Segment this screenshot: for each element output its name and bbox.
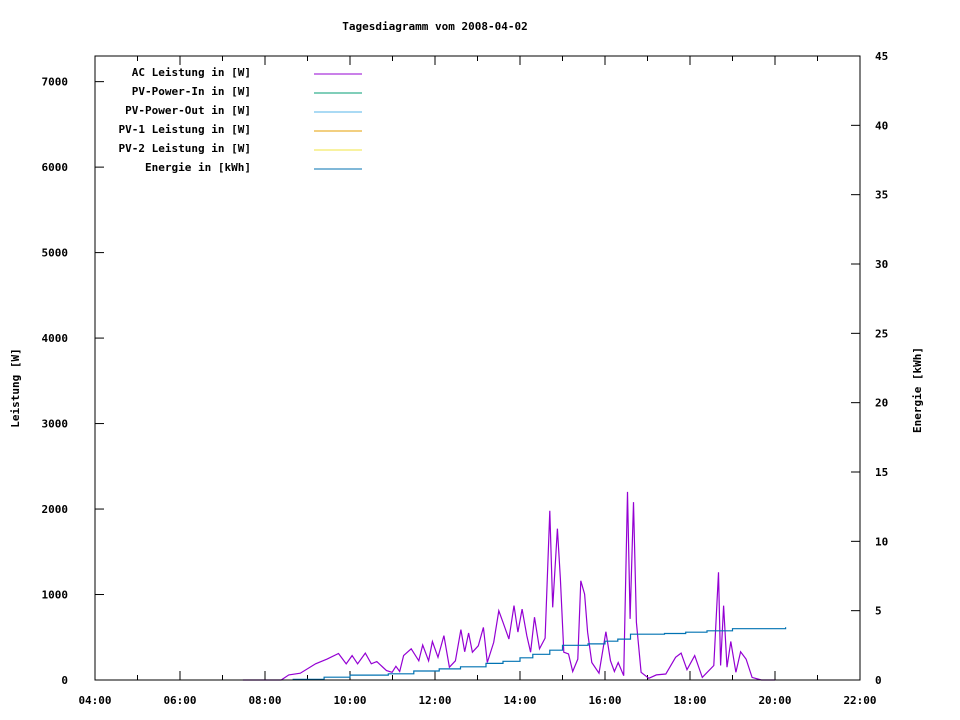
y2-tick-label: 35 <box>875 189 888 202</box>
y2-tick-label: 0 <box>875 674 882 687</box>
x-tick-label: 22:00 <box>843 694 876 707</box>
x-tick-label: 08:00 <box>248 694 281 707</box>
legend-label: AC Leistung in [W] <box>132 66 251 79</box>
y-tick-label: 2000 <box>42 503 69 516</box>
x-tick-label: 06:00 <box>163 694 196 707</box>
y2-tick-label: 15 <box>875 466 888 479</box>
legend-label: PV-Power-Out in [W] <box>125 104 251 117</box>
y-tick-label: 6000 <box>42 161 69 174</box>
legend-label: PV-1 Leistung in [W] <box>119 123 251 136</box>
y2-tick-label: 20 <box>875 397 888 410</box>
x-tick-label: 16:00 <box>588 694 621 707</box>
y2-tick-label: 45 <box>875 50 888 63</box>
y-tick-label: 3000 <box>42 418 69 431</box>
series-line-5 <box>292 627 787 680</box>
y-axis-label: Leistung [W] <box>9 348 22 427</box>
x-tick-label: 12:00 <box>418 694 451 707</box>
y2-tick-label: 30 <box>875 258 888 271</box>
y2-axis-label: Energie [kWh] <box>911 347 924 433</box>
series-line-0 <box>242 491 775 681</box>
y2-tick-label: 25 <box>875 327 888 340</box>
x-tick-label: 18:00 <box>673 694 706 707</box>
y-tick-label: 7000 <box>42 76 69 89</box>
y2-tick-label: 10 <box>875 535 888 548</box>
x-tick-label: 14:00 <box>503 694 536 707</box>
y-tick-label: 5000 <box>42 247 69 260</box>
legend-label: PV-2 Leistung in [W] <box>119 142 251 155</box>
plot-frame <box>94 55 861 681</box>
y-tick-label: 1000 <box>42 589 69 602</box>
y-tick-label: 4000 <box>42 332 69 345</box>
chart-title: Tagesdiagramm vom 2008-04-02 <box>342 20 527 33</box>
legend-label: PV-Power-In in [W] <box>132 85 251 98</box>
x-tick-label: 20:00 <box>758 694 791 707</box>
x-tick-label: 04:00 <box>78 694 111 707</box>
x-tick-label: 10:00 <box>333 694 366 707</box>
y2-tick-label: 40 <box>875 119 888 132</box>
y-tick-label: 0 <box>61 674 68 687</box>
legend: AC Leistung in [W] PV-Power-In in [W] PV-P… <box>119 66 362 174</box>
legend-label: Energie in [kWh] <box>145 161 251 174</box>
y2-tick-label: 5 <box>875 605 882 618</box>
